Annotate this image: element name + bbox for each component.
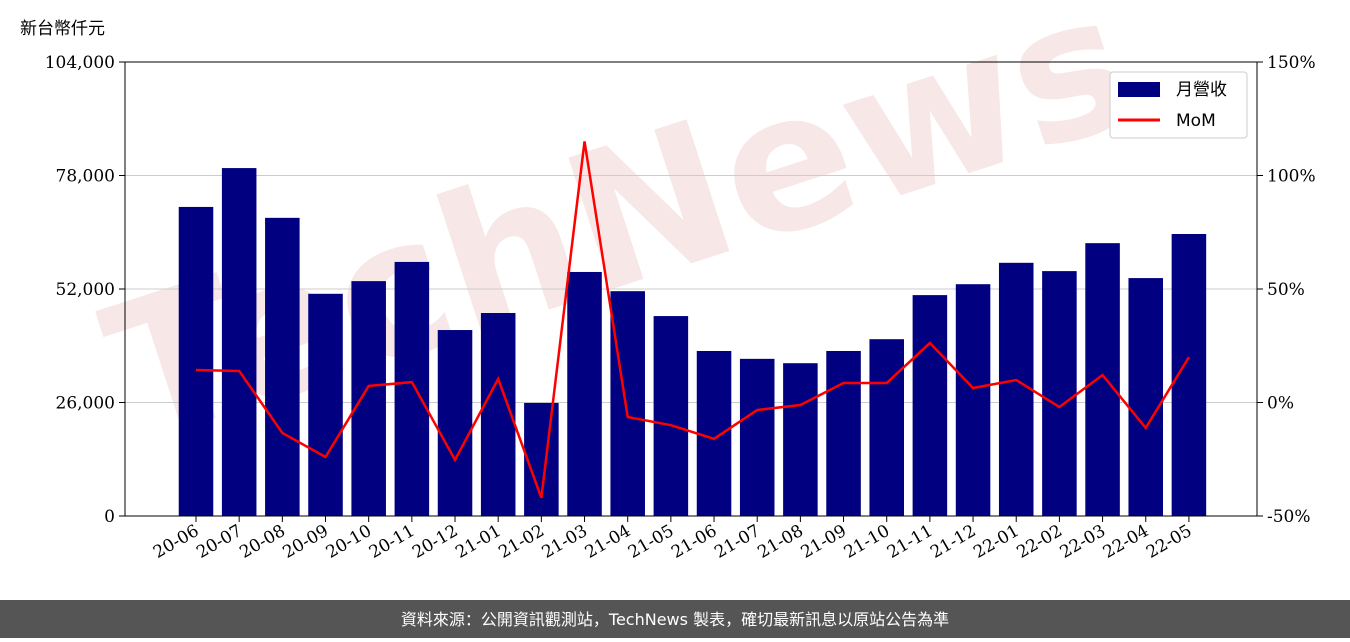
y-tick-label: 26,000 bbox=[56, 394, 115, 414]
x-tick-label: 20-11 bbox=[366, 521, 418, 563]
bar bbox=[437, 330, 473, 516]
bar bbox=[610, 291, 645, 516]
x-tick-label: 20-12 bbox=[409, 521, 461, 563]
plot-frame bbox=[124, 61, 1258, 517]
x-tick-label: 21-05 bbox=[625, 521, 677, 563]
bar bbox=[351, 281, 386, 516]
x-tick-label: 22-02 bbox=[1013, 521, 1065, 563]
x-tick-label: 21-11 bbox=[884, 521, 936, 563]
bar bbox=[308, 293, 343, 516]
bar bbox=[783, 363, 818, 516]
y2-tick-label: 50% bbox=[1267, 280, 1305, 300]
legend-label: MoM bbox=[1176, 111, 1216, 131]
x-tick-label: 21-06 bbox=[668, 521, 720, 563]
bar bbox=[696, 350, 732, 516]
bar bbox=[653, 316, 689, 516]
x-tick-label: 21-07 bbox=[711, 521, 763, 563]
x-tick-label: 20-09 bbox=[280, 521, 332, 563]
y-tick-label: 52,000 bbox=[56, 280, 115, 300]
x-tick-label: 21-01 bbox=[452, 521, 504, 563]
x-tick-label: 20-10 bbox=[323, 521, 375, 563]
bar bbox=[869, 339, 904, 516]
bar bbox=[221, 168, 257, 516]
legend-swatch bbox=[1118, 82, 1160, 97]
x-tick-label: 22-05 bbox=[1143, 521, 1195, 563]
y2-tick-label: 100% bbox=[1267, 167, 1316, 187]
y2-tick-label: -50% bbox=[1267, 507, 1311, 527]
bar bbox=[1042, 271, 1077, 516]
y2-tick-label: 150% bbox=[1267, 53, 1316, 73]
x-tick-label: 21-09 bbox=[798, 521, 850, 563]
line bbox=[195, 141, 1190, 499]
x-tick-label: 20-06 bbox=[150, 521, 202, 563]
y-axis-unit: 新台幣仟元 bbox=[20, 19, 105, 39]
bar bbox=[955, 284, 991, 516]
x-tick-label: 21-03 bbox=[539, 521, 591, 563]
y-tick-label: 78,000 bbox=[56, 167, 115, 187]
bar bbox=[265, 217, 300, 516]
y2-tick-label: 0% bbox=[1267, 394, 1294, 414]
x-tick-label: 22-03 bbox=[1057, 521, 1109, 563]
bar bbox=[739, 358, 775, 516]
bar bbox=[178, 206, 214, 516]
footer-text: 資料來源：公開資訊觀測站，TechNews 製表，確切最新訊息以原站公告為準 bbox=[401, 610, 949, 629]
bar bbox=[480, 313, 516, 516]
x-tick-label: 20-07 bbox=[193, 521, 245, 563]
x-tick-label: 21-12 bbox=[927, 521, 979, 563]
x-tick-label: 21-10 bbox=[841, 521, 893, 563]
bar bbox=[524, 402, 559, 516]
bar bbox=[1128, 278, 1164, 516]
y-tick-label: 0 bbox=[104, 507, 115, 527]
bar bbox=[1085, 243, 1120, 517]
footer-bar bbox=[0, 600, 1350, 638]
x-tick-label: 20-08 bbox=[236, 521, 288, 563]
bar bbox=[998, 262, 1034, 516]
x-tick-label: 21-02 bbox=[495, 521, 547, 563]
bar bbox=[567, 271, 602, 516]
x-tick-label: 21-04 bbox=[582, 521, 634, 563]
x-tick-label: 21-08 bbox=[754, 521, 806, 563]
bar bbox=[912, 295, 948, 516]
x-tick-label: 22-04 bbox=[1100, 521, 1152, 563]
legend-label: 月營收 bbox=[1176, 80, 1227, 100]
bar bbox=[826, 350, 861, 516]
bar bbox=[394, 261, 430, 516]
y-tick-label: 104,000 bbox=[45, 53, 115, 73]
x-tick-label: 22-01 bbox=[970, 521, 1022, 563]
